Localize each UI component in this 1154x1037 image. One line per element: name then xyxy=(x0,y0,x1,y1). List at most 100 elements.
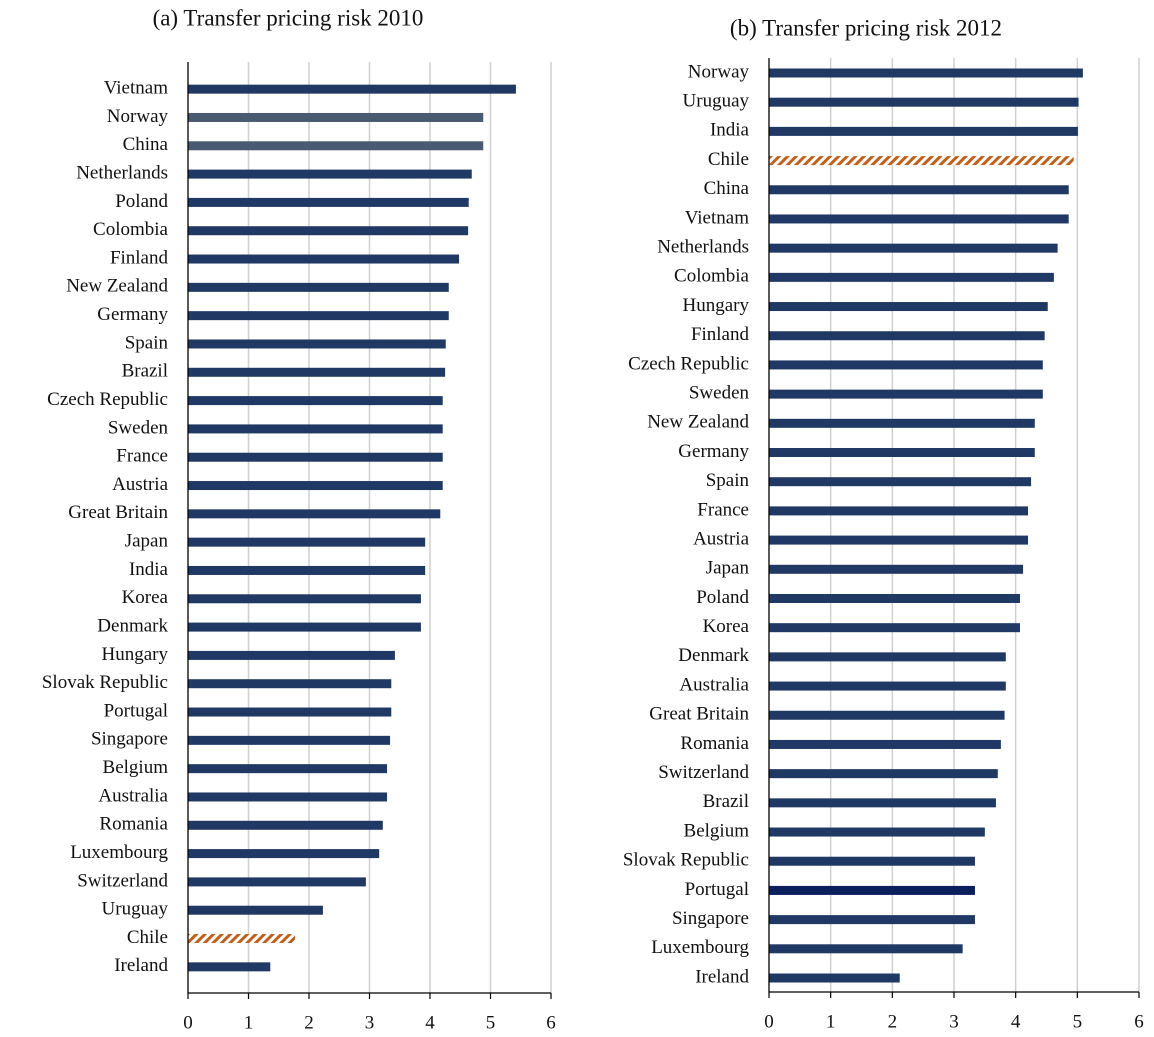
category-label: Germany xyxy=(97,304,168,325)
category-label: Slovak Republic xyxy=(623,850,749,871)
bar xyxy=(769,623,1020,633)
category-label: Czech Republic xyxy=(628,353,749,374)
category-label: France xyxy=(116,446,168,467)
bar xyxy=(769,389,1043,399)
bar xyxy=(188,679,392,689)
category-label: Japan xyxy=(125,531,169,552)
category-label: Slovak Republic xyxy=(42,672,168,693)
category-label: France xyxy=(697,499,749,520)
bar xyxy=(188,622,421,632)
bar xyxy=(769,126,1078,136)
category-label: Australia xyxy=(679,674,749,695)
bar xyxy=(769,798,996,808)
bar xyxy=(188,112,484,122)
category-label: Korea xyxy=(122,587,169,608)
category-label: Austria xyxy=(112,474,169,495)
bar xyxy=(188,707,392,717)
x-tick-label: 5 xyxy=(1073,1011,1083,1032)
category-label: New Zealand xyxy=(647,412,749,433)
category-label: New Zealand xyxy=(66,276,168,297)
bar xyxy=(769,944,963,954)
bar xyxy=(188,764,388,774)
bar xyxy=(188,254,460,264)
category-label: Great Britain xyxy=(649,704,749,725)
bar xyxy=(188,565,426,575)
bar xyxy=(188,849,380,859)
bar xyxy=(769,448,1035,458)
bar xyxy=(188,452,443,462)
bar xyxy=(188,311,449,321)
category-label: Luxembourg xyxy=(70,842,168,863)
category-label: Denmark xyxy=(678,645,749,666)
category-label: Australia xyxy=(98,785,168,806)
category-label: Sweden xyxy=(108,417,169,438)
category-label: China xyxy=(123,134,169,155)
bar xyxy=(769,827,985,837)
x-tick-label: 0 xyxy=(764,1011,774,1032)
bar xyxy=(769,710,1005,720)
category-label: Norway xyxy=(688,61,750,82)
bar xyxy=(769,885,975,895)
bar xyxy=(769,681,1006,691)
category-label: Switzerland xyxy=(77,870,168,891)
category-label: Chile xyxy=(708,149,749,170)
category-label: Spain xyxy=(125,332,169,353)
category-label: Finland xyxy=(691,324,750,345)
category-label: Belgium xyxy=(684,820,750,841)
bar xyxy=(769,856,975,866)
category-label: Korea xyxy=(703,616,750,637)
bar xyxy=(188,509,441,519)
x-tick-label: 6 xyxy=(546,1012,556,1033)
category-label: Netherlands xyxy=(657,237,749,258)
x-tick-label: 4 xyxy=(425,1012,435,1033)
bar xyxy=(769,564,1024,574)
category-label: Austria xyxy=(693,528,750,549)
bar xyxy=(188,962,271,972)
category-label: Portugal xyxy=(104,700,168,721)
bar xyxy=(769,97,1079,107)
category-label: Hungary xyxy=(102,644,169,665)
category-label: Ireland xyxy=(114,955,168,976)
category-label: Germany xyxy=(678,441,749,462)
bar xyxy=(188,905,323,915)
bar xyxy=(188,735,391,745)
x-tick-label: 1 xyxy=(244,1012,254,1033)
bar xyxy=(769,973,900,983)
x-tick-label: 5 xyxy=(486,1012,496,1033)
category-label: Luxembourg xyxy=(651,937,749,958)
bar xyxy=(769,331,1045,341)
bar xyxy=(188,424,443,434)
x-tick-label: 1 xyxy=(826,1011,836,1032)
bar xyxy=(188,339,446,349)
bar xyxy=(769,477,1032,487)
bar xyxy=(188,367,446,377)
bar xyxy=(188,84,516,94)
x-tick-label: 2 xyxy=(888,1011,898,1032)
bar xyxy=(769,915,975,925)
bar xyxy=(188,282,449,292)
x-tick-label: 3 xyxy=(365,1012,375,1033)
bar xyxy=(769,243,1058,253)
category-label: Brazil xyxy=(703,791,749,812)
bar xyxy=(769,360,1043,370)
bar xyxy=(769,593,1020,603)
bar xyxy=(188,197,469,207)
category-label: Vietnam xyxy=(685,207,750,228)
bar xyxy=(769,739,1001,749)
category-label: Brazil xyxy=(122,361,168,382)
category-label: India xyxy=(129,559,169,580)
category-label: Romania xyxy=(680,733,749,754)
x-tick-label: 4 xyxy=(1011,1011,1021,1032)
category-label: Spain xyxy=(706,470,750,491)
bar xyxy=(769,418,1035,428)
category-label: Ireland xyxy=(695,966,749,987)
bar xyxy=(188,820,383,830)
category-label: Singapore xyxy=(91,729,168,750)
category-label: Poland xyxy=(696,587,749,608)
chart-title: (b) Transfer pricing risk 2012 xyxy=(730,15,1002,40)
category-label: Portugal xyxy=(685,879,749,900)
category-label: Sweden xyxy=(689,382,750,403)
bar xyxy=(188,934,296,944)
bar xyxy=(188,792,388,802)
